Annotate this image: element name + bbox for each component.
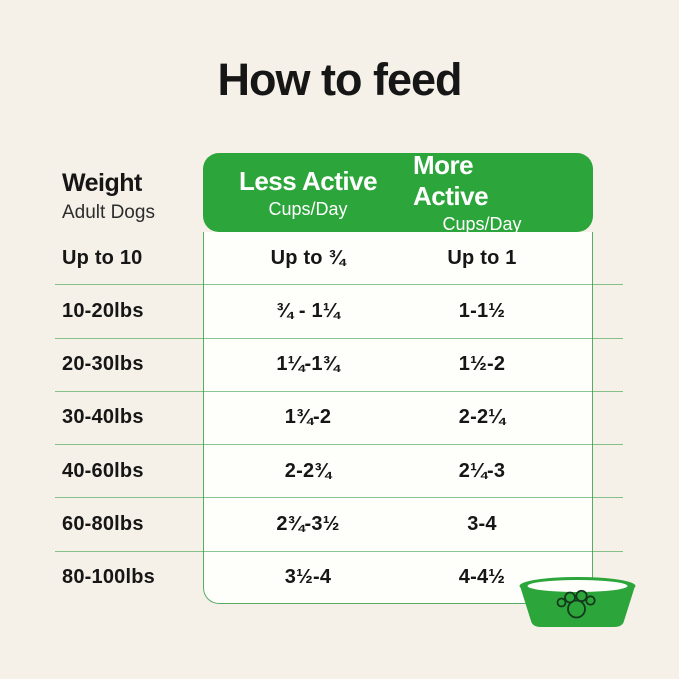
more-active-cell: Up to 1	[447, 246, 517, 269]
table-row: 60-80lbs 2¾-3½ 3-4	[55, 498, 623, 552]
less-active-cell: Up to ¾	[270, 246, 346, 269]
weight-cell: 30-40lbs	[62, 406, 144, 429]
column-label: More Active	[413, 150, 489, 211]
more-active-cell: 1-1½	[458, 299, 506, 322]
table-row: 10-20lbs ¾ - 1¼ 1-1½	[55, 285, 623, 339]
column-header-less-active: Less Active Cups/Day	[203, 153, 413, 232]
more-active-cell: 3-4	[467, 513, 497, 536]
less-active-cell: ¾ - 1¼	[276, 299, 340, 322]
more-active-cell: 2-2¼	[458, 406, 506, 429]
more-active-cell: 4-4½	[458, 566, 506, 589]
weight-column-header: Weight Adult Dogs	[62, 169, 155, 224]
table-row: 80-100lbs 3½-4 4-4½	[55, 552, 623, 604]
weight-cell: 60-80lbs	[62, 513, 144, 536]
weight-cell: 10-20lbs	[62, 299, 144, 322]
less-active-cell: 3½-4	[284, 566, 332, 589]
column-sublabel: Cups/Day	[442, 214, 522, 234]
column-label: Less Active	[238, 165, 378, 196]
less-active-cell: 1¾-2	[284, 406, 332, 429]
dog-bowl-icon	[519, 577, 636, 627]
table-row: 30-40lbs 1¾-2 2-2¼	[55, 392, 623, 446]
table-rows: Up to 10 Up to ¾ Up to 1 10-20lbs ¾ - 1¼…	[55, 232, 623, 604]
page-title: How to feed	[217, 54, 463, 105]
activity-columns-header: Less Active Cups/Day More Active Cups/Da…	[203, 150, 593, 234]
paw-print-icon	[556, 589, 596, 619]
table-body-panel	[203, 232, 593, 604]
table-row: 40-60lbs 2-2¾ 2¼-3	[55, 445, 623, 499]
weight-column-title: Weight	[62, 169, 142, 197]
weight-cell: Up to 10	[62, 246, 143, 269]
table-row: Up to 10 Up to ¾ Up to 1	[55, 232, 623, 286]
table-row: 20-30lbs 1¼-1¾ 1½-2	[55, 339, 623, 392]
more-active-cell: 2¼-3	[458, 459, 506, 482]
more-active-cell: 1½-2	[458, 353, 506, 376]
weight-cell: 80-100lbs	[62, 566, 155, 589]
less-active-cell: 2¾-3½	[276, 513, 340, 536]
less-active-cell: 1¼-1¾	[276, 353, 340, 376]
weight-column-subtitle: Adult Dogs	[62, 202, 155, 223]
column-header-more-active: More Active Cups/Day	[413, 150, 551, 234]
column-sublabel: Cups/Day	[268, 198, 348, 219]
weight-cell: 40-60lbs	[62, 459, 144, 482]
weight-cell: 20-30lbs	[62, 353, 144, 376]
less-active-cell: 2-2¾	[284, 459, 332, 482]
